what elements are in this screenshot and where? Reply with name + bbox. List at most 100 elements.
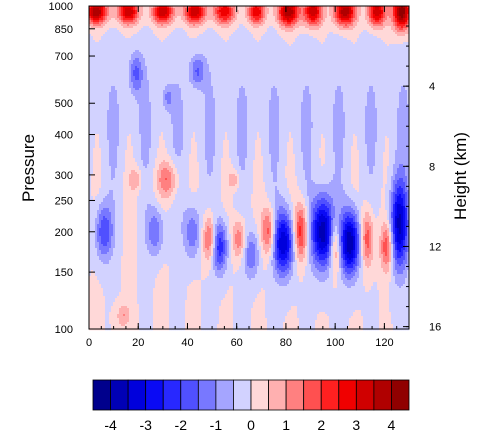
- contour-cell: [319, 30, 322, 33]
- contour-cell: [263, 16, 266, 19]
- contour-cell: [219, 62, 222, 65]
- contour-cell: [249, 12, 252, 15]
- contour-cell: [375, 16, 378, 19]
- contour-cell: [329, 38, 332, 41]
- contour-cell: [341, 28, 344, 31]
- contour-cell: [325, 14, 328, 17]
- contour-cell: [393, 38, 396, 41]
- contour-cell: [295, 36, 298, 39]
- contour-cell: [295, 24, 298, 27]
- contour-cell: [213, 24, 216, 27]
- contour-cell: [227, 6, 230, 9]
- contour-cell: [165, 64, 168, 67]
- contour-cell: [291, 30, 294, 33]
- contour-cell: [401, 46, 404, 49]
- contour-cell: [95, 40, 98, 43]
- contour-cell: [141, 22, 144, 25]
- contour-cell: [199, 58, 202, 61]
- contour-cell: [379, 26, 382, 29]
- contour-cell: [269, 14, 272, 17]
- contour-cell: [283, 26, 286, 29]
- contour-cell: [287, 56, 290, 59]
- contour-cell: [141, 68, 144, 71]
- contour-cell: [305, 34, 308, 37]
- contour-cell: [185, 38, 188, 41]
- contour-cell: [333, 46, 336, 49]
- contour-cell: [195, 8, 198, 11]
- contour-cell: [193, 6, 196, 9]
- contour-cell: [307, 46, 310, 49]
- contour-cell: [91, 50, 94, 53]
- contour-cell: [143, 60, 146, 63]
- contour-cell: [167, 18, 170, 21]
- contour-cell: [95, 30, 98, 33]
- contour-cell: [115, 42, 118, 45]
- contour-cell: [281, 28, 284, 31]
- contour-cell: [297, 56, 300, 59]
- contour-cell: [187, 48, 190, 51]
- contour-cell: [167, 28, 170, 31]
- contour-cell: [353, 66, 356, 69]
- contour-cell: [117, 8, 120, 11]
- contour-cell: [163, 62, 166, 65]
- contour-cell: [381, 64, 384, 67]
- contour-cell: [375, 54, 378, 57]
- contour-cell: [113, 42, 116, 45]
- contour-cell: [325, 62, 328, 65]
- contour-cell: [343, 18, 346, 21]
- contour-cell: [355, 28, 358, 31]
- contour-cell: [135, 66, 138, 69]
- contour-cell: [311, 12, 314, 15]
- contour-cell: [211, 58, 214, 61]
- contour-cell: [271, 42, 274, 45]
- contour-cell: [271, 14, 274, 17]
- contour-cell: [317, 28, 320, 31]
- contour-cell: [305, 38, 308, 41]
- contour-cell: [285, 44, 288, 47]
- contour-cell: [227, 50, 230, 53]
- contour-cell: [173, 66, 176, 69]
- contour-cell: [261, 20, 264, 23]
- contour-cell: [243, 30, 246, 33]
- contour-cell: [319, 42, 322, 45]
- contour-cell: [135, 44, 138, 47]
- contour-cell: [355, 58, 358, 61]
- contour-cell: [377, 34, 380, 37]
- contour-cell: [207, 18, 210, 21]
- contour-cell: [187, 50, 190, 53]
- contour-cell: [315, 62, 318, 65]
- contour-cell: [381, 36, 384, 39]
- contour-cell: [167, 24, 170, 27]
- contour-cell: [185, 16, 188, 19]
- contour-cell: [279, 8, 282, 11]
- contour-cell: [165, 18, 168, 21]
- contour-cell: [321, 18, 324, 21]
- contour-cell: [181, 54, 184, 57]
- contour-cell: [361, 62, 364, 65]
- contour-cell: [169, 44, 172, 47]
- contour-cell: [205, 18, 208, 21]
- contour-cell: [113, 10, 116, 13]
- contour-cell: [97, 62, 100, 65]
- contour-cell: [281, 26, 284, 29]
- contour-cell: [179, 14, 182, 17]
- contour-cell: [91, 16, 94, 19]
- contour-cell: [139, 14, 142, 17]
- contour-cell: [405, 26, 408, 29]
- contour-cell: [359, 42, 362, 45]
- contour-cell: [239, 12, 242, 15]
- contour-cell: [359, 40, 362, 43]
- contour-cell: [181, 22, 184, 25]
- contour-cell: [393, 44, 396, 47]
- contour-cell: [297, 28, 300, 31]
- contour-cell: [111, 50, 114, 53]
- contour-cell: [187, 66, 190, 69]
- contour-cell: [183, 50, 186, 53]
- contour-cell: [375, 22, 378, 25]
- contour-cell: [311, 6, 314, 9]
- contour-cell: [215, 28, 218, 31]
- contour-cell: [183, 64, 186, 67]
- contour-cell: [357, 44, 360, 47]
- contour-cell: [111, 14, 114, 17]
- contour-cell: [183, 52, 186, 55]
